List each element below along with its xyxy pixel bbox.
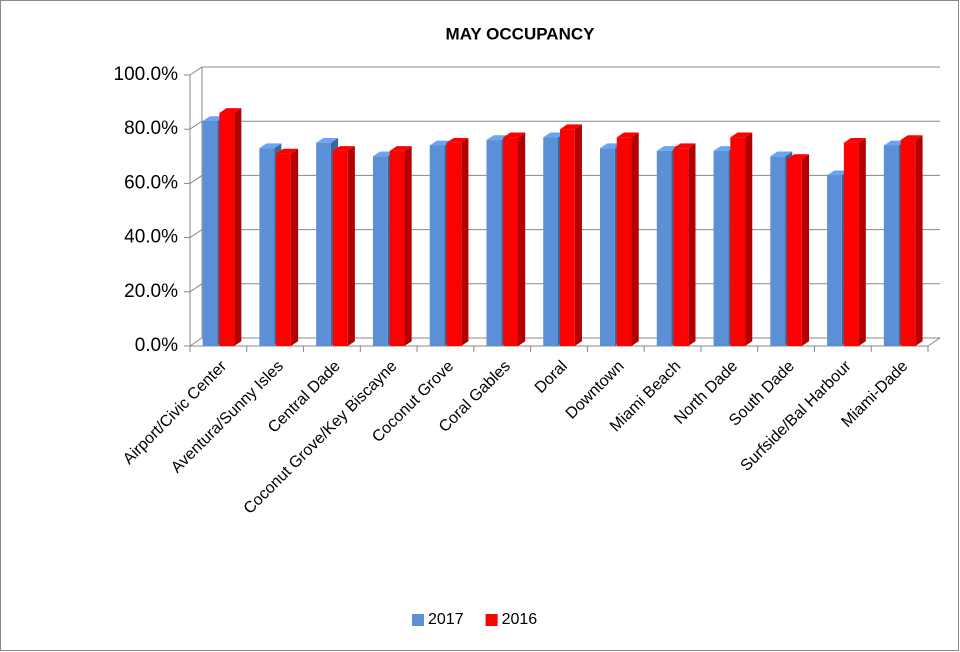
bar-side <box>574 124 582 347</box>
bar-front <box>616 137 632 346</box>
bar-front <box>600 148 615 346</box>
bar <box>560 124 582 347</box>
bar-top <box>656 146 679 151</box>
bar-front <box>787 159 802 346</box>
bar-side <box>347 146 355 346</box>
bar-front <box>429 145 445 346</box>
bar-side <box>688 143 696 346</box>
bar <box>616 132 639 346</box>
bar-top <box>202 116 225 122</box>
bar-top <box>616 132 639 138</box>
y-tick-label: 20.0% <box>124 281 178 302</box>
legend-label: 2016 <box>502 611 538 628</box>
bar-front <box>276 153 291 346</box>
bar-top <box>900 135 923 141</box>
bar-front <box>656 150 672 346</box>
bar-side <box>404 146 412 346</box>
y-tick-label: 60.0% <box>124 172 178 193</box>
bar-front <box>503 137 518 346</box>
y-tick-label: 0.0% <box>135 335 178 356</box>
bar-front <box>883 145 899 346</box>
bar-front <box>543 137 558 346</box>
bar-top <box>446 137 469 143</box>
y-tick-label: 100.0% <box>114 64 179 85</box>
bar-front <box>673 148 689 346</box>
bar-top <box>276 148 299 154</box>
bar-top <box>600 143 622 149</box>
bar-front <box>730 137 746 346</box>
bar-top <box>843 137 866 143</box>
bar <box>787 154 810 346</box>
bar-top <box>713 146 736 151</box>
bar-side <box>290 148 299 346</box>
bar-front <box>446 142 462 346</box>
bar <box>900 135 923 346</box>
bar-front <box>843 142 859 346</box>
bar-side <box>631 132 639 346</box>
bar-side <box>461 137 469 346</box>
bar-top <box>543 132 566 138</box>
bar <box>276 148 299 346</box>
bar-top <box>787 154 810 160</box>
bar <box>332 146 355 346</box>
bar-front <box>560 129 575 346</box>
bar-top <box>827 170 850 176</box>
bar-top <box>316 137 339 143</box>
bar <box>730 132 753 346</box>
y-tick-label: 80.0% <box>124 118 178 139</box>
bar-top <box>486 135 509 141</box>
x-axis-depth <box>927 337 941 347</box>
bar-top <box>259 143 282 149</box>
bar-front <box>316 142 331 346</box>
legend-label: 2017 <box>428 611 464 628</box>
bar-top <box>429 140 452 146</box>
bar-front <box>900 140 916 346</box>
bar-front <box>332 150 348 346</box>
bar-front <box>713 150 729 346</box>
y-tick-label: 40.0% <box>124 227 178 248</box>
bar-top <box>503 132 526 138</box>
legend-swatch <box>485 614 498 626</box>
bar-front <box>389 150 405 346</box>
bar-top <box>332 146 355 151</box>
bar <box>219 108 242 346</box>
bar-side <box>858 137 866 346</box>
bar-front <box>259 148 275 346</box>
bar-front <box>372 156 388 346</box>
bar-front <box>202 121 218 346</box>
bar-side <box>915 135 923 346</box>
bar-front <box>219 112 235 346</box>
bar-top <box>560 124 582 130</box>
bar-top <box>770 151 793 157</box>
bar-side <box>745 132 753 346</box>
bar <box>673 143 696 346</box>
bar-top <box>673 143 696 149</box>
bar-top <box>730 132 753 138</box>
bar-top <box>883 140 906 146</box>
bar-top <box>219 108 242 113</box>
legend-swatch <box>412 614 424 626</box>
bar <box>503 132 526 346</box>
bar-top <box>389 146 412 151</box>
bar-side <box>517 132 526 346</box>
bar <box>389 146 412 346</box>
bar-front <box>827 175 842 346</box>
bar-top <box>372 151 395 157</box>
bar <box>843 137 866 346</box>
bar-side <box>234 108 242 346</box>
bar-front <box>486 140 502 346</box>
bar-front <box>770 156 786 346</box>
chart-title: MAY OCCUPANCY <box>446 24 596 43</box>
bar <box>446 137 469 346</box>
bar-side <box>801 154 810 346</box>
